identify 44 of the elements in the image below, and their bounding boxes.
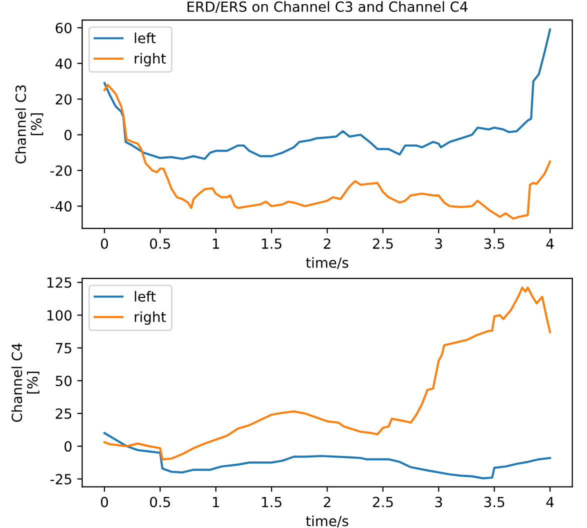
line-series (103, 84, 552, 220)
chart-title: ERD/ERS on Channel C3 and Channel C4 (188, 1, 468, 14)
y-tick-label: 40 (55, 58, 72, 69)
x-tick-label: 4 (546, 238, 554, 249)
x-tick-label: 2 (324, 496, 330, 508)
y-tick-label: -40 (50, 201, 72, 212)
x-tick-label: 3 (435, 238, 442, 249)
x-tick-label: 3.5 (484, 238, 504, 249)
y-tick-label: 60 (56, 22, 72, 34)
y-tick-label: -25 (50, 474, 72, 484)
x-axis-title: time/s (306, 257, 348, 269)
x-tick-label: 1 (212, 238, 219, 249)
x-tick-label: 1.5 (262, 496, 282, 508)
line-series (103, 28, 552, 160)
x-tick-label: 4 (546, 496, 554, 508)
x-tick-label: 0 (100, 496, 108, 508)
y-tick-label: 100 (47, 310, 72, 321)
x-tick-label: 1 (212, 496, 219, 508)
y-tick-label: 25 (56, 408, 72, 419)
x-tick-label: 1.5 (262, 238, 282, 249)
line-series (103, 432, 552, 480)
x-tick-label: 0.5 (150, 238, 170, 249)
x-tick-label: 3 (435, 496, 442, 508)
y-axis-title: Channel C3 [%] (15, 85, 44, 164)
x-axis-title: time/s (306, 516, 348, 528)
y-tick-label: -20 (50, 165, 72, 176)
x-tick-label: 0.5 (150, 496, 170, 508)
y-tick-label: 0 (64, 130, 72, 140)
x-tick-label: 0 (100, 238, 108, 249)
y-tick-label: 50 (56, 376, 72, 386)
y-axis-title: Channel C4 [%] (11, 343, 40, 422)
x-tick-label: 2.5 (372, 238, 393, 249)
y-tick-label: 20 (56, 94, 72, 105)
y-tick-label: 0 (64, 441, 72, 452)
legend-label: left (134, 290, 156, 302)
legend-label: right (134, 311, 166, 325)
legend-label: left (134, 32, 156, 44)
x-tick-label: 3.5 (484, 496, 504, 508)
y-tick-label: 75 (56, 343, 72, 354)
line-series (103, 286, 552, 460)
legend-label: right (134, 52, 166, 66)
x-tick-label: 2.5 (372, 496, 393, 508)
x-tick-label: 2 (324, 238, 330, 249)
y-tick-label: 125 (47, 277, 72, 288)
